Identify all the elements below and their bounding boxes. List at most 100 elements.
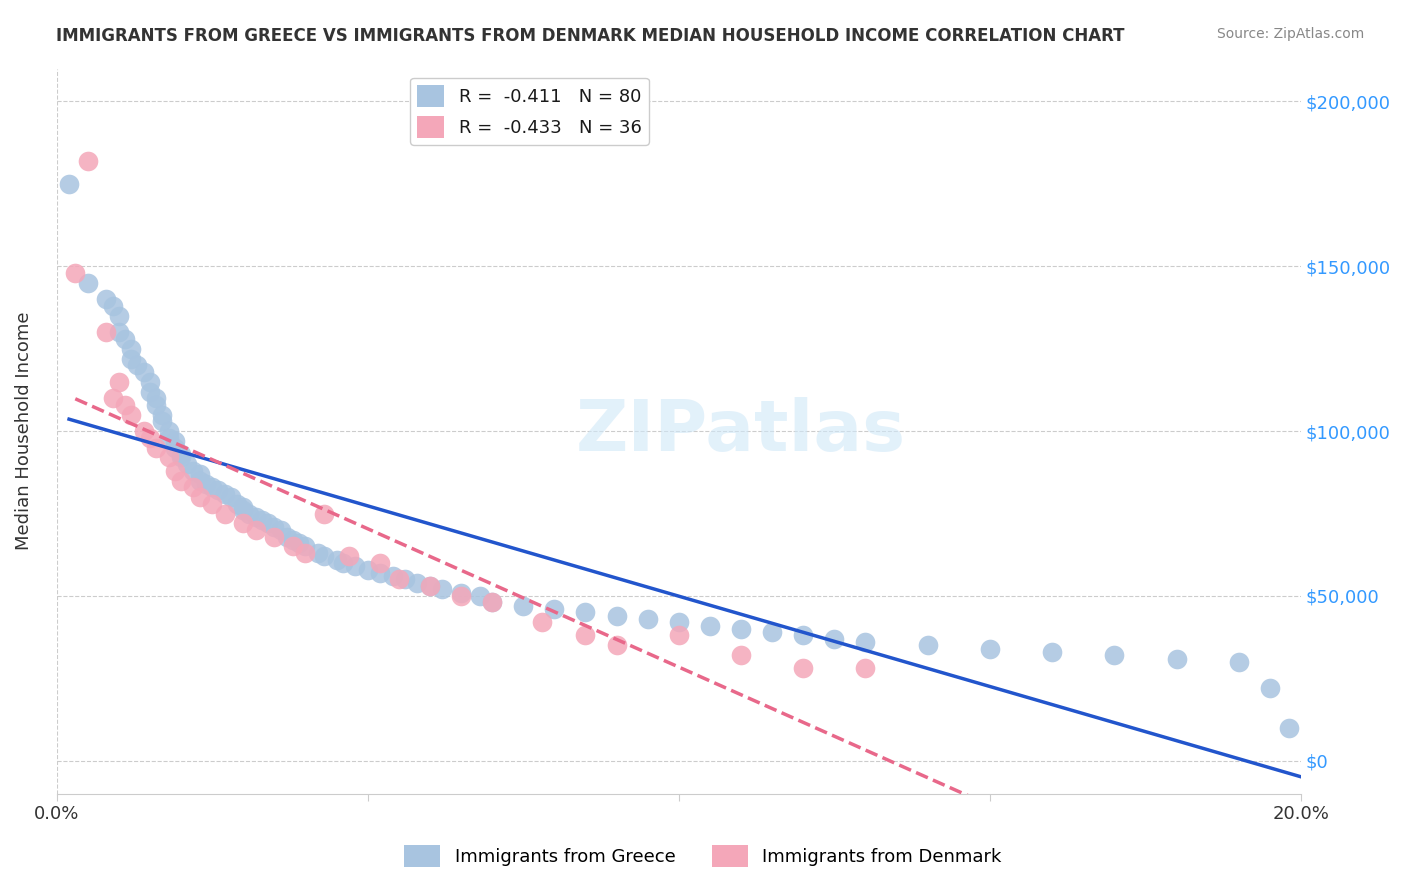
Point [145, 391, 167, 405]
Point [238, 507, 260, 521]
Point [481, 595, 503, 609]
Point [214, 507, 236, 521]
Point [176, 457, 198, 471]
Point [512, 599, 534, 613]
Legend: Immigrants from Greece, Immigrants from Denmark: Immigrants from Greece, Immigrants from … [396, 838, 1010, 874]
Point [855, 635, 877, 649]
Point [792, 628, 814, 642]
Point [257, 516, 280, 531]
Point [157, 450, 180, 465]
Point [288, 536, 311, 550]
Point [730, 622, 752, 636]
Point [108, 375, 131, 389]
Point [530, 615, 553, 630]
Point [219, 490, 242, 504]
Point [314, 507, 336, 521]
Point [419, 579, 441, 593]
Point [127, 358, 149, 372]
Point [1227, 655, 1250, 669]
Point [1104, 648, 1126, 663]
Point [214, 487, 236, 501]
Point [432, 582, 454, 597]
Point [226, 497, 249, 511]
Point [232, 503, 254, 517]
Point [245, 523, 267, 537]
Point [294, 540, 316, 554]
Point [120, 408, 142, 422]
Point [270, 523, 292, 537]
Point [188, 474, 211, 488]
Point [157, 424, 180, 438]
Point [194, 476, 217, 491]
Point [139, 431, 162, 445]
Point [668, 615, 690, 630]
Point [368, 566, 391, 580]
Point [114, 332, 136, 346]
Point [668, 628, 690, 642]
Point [979, 641, 1001, 656]
Point [139, 375, 162, 389]
Point [108, 325, 131, 339]
Point [101, 391, 124, 405]
Point [150, 414, 173, 428]
Point [1166, 651, 1188, 665]
Point [188, 467, 211, 481]
Point [1258, 681, 1281, 696]
Point [170, 447, 193, 461]
Text: IMMIGRANTS FROM GREECE VS IMMIGRANTS FROM DENMARK MEDIAN HOUSEHOLD INCOME CORREL: IMMIGRANTS FROM GREECE VS IMMIGRANTS FRO… [56, 27, 1125, 45]
Point [281, 533, 304, 547]
Point [263, 519, 285, 533]
Point [276, 530, 298, 544]
Point [761, 625, 783, 640]
Text: Source: ZipAtlas.com: Source: ZipAtlas.com [1216, 27, 1364, 41]
Point [637, 612, 659, 626]
Point [170, 450, 193, 465]
Point [108, 309, 131, 323]
Point [207, 483, 229, 498]
Point [163, 441, 186, 455]
Point [730, 648, 752, 663]
Point [394, 573, 416, 587]
Point [823, 632, 845, 646]
Point [145, 441, 167, 455]
Point [406, 575, 429, 590]
Point [96, 325, 118, 339]
Point [188, 490, 211, 504]
Point [245, 509, 267, 524]
Point [232, 516, 254, 531]
Point [150, 408, 173, 422]
Point [76, 153, 98, 168]
Legend: R =  -0.411   N = 80, R =  -0.433   N = 36: R = -0.411 N = 80, R = -0.433 N = 36 [411, 78, 650, 145]
Point [201, 497, 224, 511]
Point [183, 464, 205, 478]
Point [163, 434, 186, 448]
Point [574, 628, 596, 642]
Point [263, 530, 285, 544]
Point [481, 595, 503, 609]
Point [314, 549, 336, 564]
Point [65, 266, 87, 280]
Point [388, 573, 411, 587]
Point [368, 556, 391, 570]
Point [574, 606, 596, 620]
Point [307, 546, 329, 560]
Point [1277, 721, 1299, 735]
Point [114, 398, 136, 412]
Point [450, 585, 472, 599]
Point [419, 579, 441, 593]
Point [699, 618, 721, 632]
Point [792, 661, 814, 675]
Point [543, 602, 565, 616]
Point [101, 299, 124, 313]
Point [132, 365, 155, 379]
Point [606, 638, 628, 652]
Point [157, 431, 180, 445]
Point [163, 464, 186, 478]
Text: ZIPatlas: ZIPatlas [576, 397, 905, 466]
Point [250, 513, 273, 527]
Point [281, 540, 304, 554]
Point [450, 589, 472, 603]
Point [170, 474, 193, 488]
Point [294, 546, 316, 560]
Point [917, 638, 939, 652]
